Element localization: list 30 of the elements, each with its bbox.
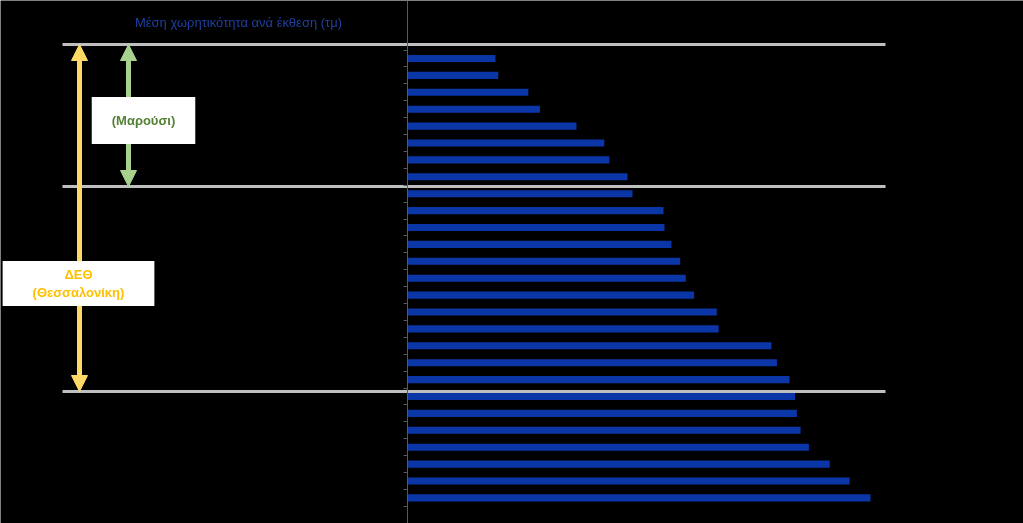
bar [407, 359, 777, 367]
bar [407, 88, 529, 96]
bar [407, 274, 686, 282]
bar [407, 223, 665, 232]
bar [407, 477, 850, 485]
text: Μέση χωρητικότητα ανά έκθεση (τμ) [134, 15, 343, 30]
bar [407, 190, 633, 198]
bar [407, 392, 796, 401]
bar [407, 443, 809, 451]
bar [407, 291, 695, 299]
bar [407, 173, 628, 181]
bar [407, 257, 681, 265]
bar [407, 325, 719, 333]
bar [407, 105, 540, 113]
bar [407, 240, 672, 248]
bar [407, 426, 801, 434]
bar [407, 122, 577, 130]
bar [407, 156, 610, 164]
bar [407, 494, 871, 502]
bar [407, 71, 499, 79]
bar [407, 376, 790, 384]
bar [407, 308, 717, 316]
bar [407, 139, 605, 147]
bar [407, 54, 496, 63]
text: ΔΕΘ (Θεσσαλονίκη) [32, 267, 125, 300]
bar [407, 460, 830, 468]
bar [407, 409, 797, 417]
text: (Μαρούσι) [111, 113, 176, 128]
bar [407, 207, 664, 215]
bar [407, 342, 772, 350]
